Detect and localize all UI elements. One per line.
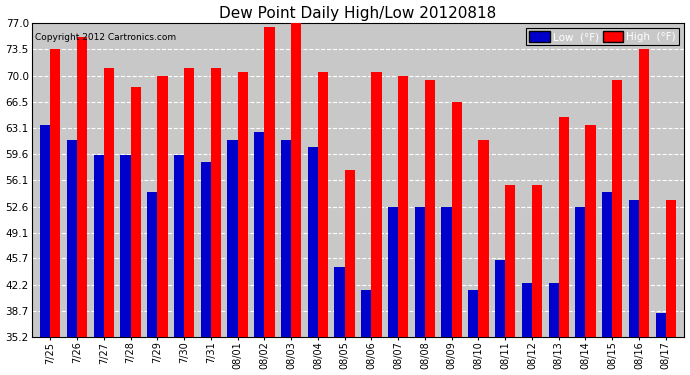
- Bar: [388, 207, 398, 338]
- Bar: [666, 200, 676, 338]
- Bar: [184, 68, 195, 338]
- Bar: [549, 282, 559, 338]
- Bar: [425, 80, 435, 338]
- Bar: [585, 124, 595, 338]
- Title: Dew Point Daily High/Low 20120818: Dew Point Daily High/Low 20120818: [219, 6, 497, 21]
- Bar: [532, 185, 542, 338]
- Bar: [398, 76, 408, 338]
- Bar: [121, 155, 130, 338]
- Bar: [335, 267, 344, 338]
- Bar: [442, 207, 452, 338]
- Bar: [452, 102, 462, 338]
- Bar: [147, 192, 157, 338]
- Bar: [469, 290, 478, 338]
- Bar: [639, 50, 649, 338]
- Bar: [281, 140, 291, 338]
- Bar: [237, 72, 248, 338]
- Bar: [362, 290, 371, 338]
- Bar: [371, 72, 382, 338]
- Bar: [254, 132, 264, 338]
- Bar: [94, 155, 104, 338]
- Bar: [77, 37, 87, 338]
- Bar: [559, 117, 569, 338]
- Bar: [264, 27, 275, 338]
- Bar: [318, 72, 328, 338]
- Bar: [201, 162, 211, 338]
- Text: Copyright 2012 Cartronics.com: Copyright 2012 Cartronics.com: [35, 33, 176, 42]
- Legend: Low  (°F), High  (°F): Low (°F), High (°F): [526, 28, 679, 45]
- Bar: [291, 20, 302, 338]
- Bar: [174, 155, 184, 338]
- Bar: [495, 260, 505, 338]
- Bar: [130, 87, 141, 338]
- Bar: [50, 50, 61, 338]
- Bar: [308, 147, 318, 338]
- Bar: [40, 124, 50, 338]
- Bar: [211, 68, 221, 338]
- Bar: [602, 192, 612, 338]
- Bar: [656, 313, 666, 338]
- Bar: [228, 140, 237, 338]
- Bar: [522, 282, 532, 338]
- Bar: [157, 76, 168, 338]
- Bar: [612, 80, 622, 338]
- Bar: [104, 68, 114, 338]
- Bar: [505, 185, 515, 338]
- Bar: [575, 207, 585, 338]
- Bar: [478, 140, 489, 338]
- Bar: [415, 207, 425, 338]
- Bar: [629, 200, 639, 338]
- Bar: [344, 170, 355, 338]
- Bar: [67, 140, 77, 338]
